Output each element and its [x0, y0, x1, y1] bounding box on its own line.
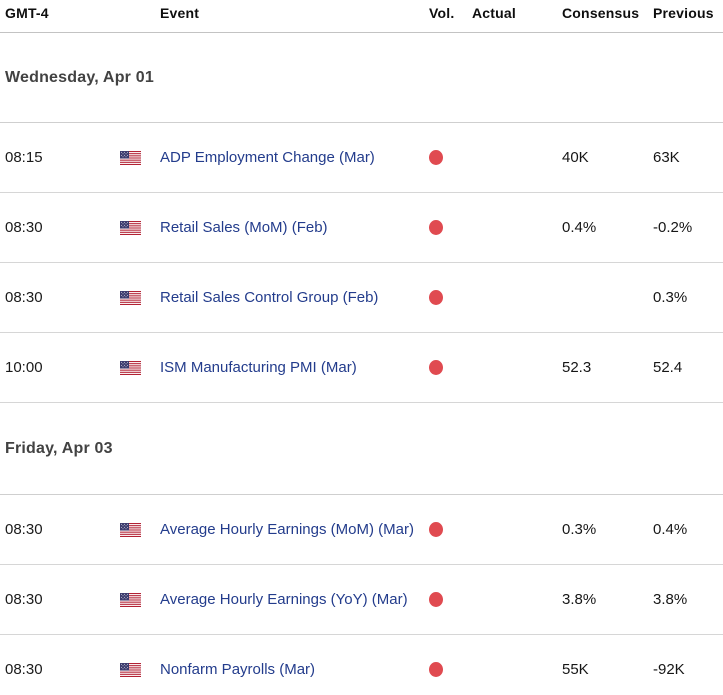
event-row: 08:30 Retail Sales (MoM) (Feb) [0, 193, 723, 263]
event-consensus: 40K [562, 149, 653, 166]
volatility-dot-icon [429, 522, 472, 537]
event-time: 08:30 [0, 521, 120, 538]
event-time: 08:30 [0, 591, 120, 608]
event-consensus: 0.4% [562, 219, 653, 236]
event-row: 08:15 ADP Employment Change (M [0, 123, 723, 193]
volatility-dot-icon [429, 290, 472, 305]
column-header-previous: Previous [653, 5, 723, 21]
event-previous: 3.8% [653, 591, 723, 608]
event-previous: 0.3% [653, 289, 723, 306]
event-row: 08:30 Average Hourly Earnings [0, 495, 723, 565]
us-flag-icon [120, 663, 160, 677]
event-row: 08:30 Nonfarm Payrolls (Mar) [0, 635, 723, 695]
us-flag-icon [120, 151, 160, 165]
volatility-dot-icon [429, 220, 472, 235]
event-previous: 52.4 [653, 359, 723, 376]
volatility-dot-icon [429, 150, 472, 165]
volatility-dot-icon [429, 592, 472, 607]
event-link[interactable]: Nonfarm Payrolls (Mar) [160, 661, 315, 678]
us-flag-icon [120, 291, 160, 305]
economic-calendar-table: GMT-4 Event Vol. Actual Consensus Previo… [0, 0, 723, 695]
event-time: 08:30 [0, 661, 120, 678]
event-link[interactable]: Average Hourly Earnings (MoM) (Mar) [160, 521, 414, 538]
column-header-vol: Vol. [429, 5, 472, 21]
event-previous: 0.4% [653, 521, 723, 538]
day-section-header: Friday, Apr 03 [0, 403, 723, 495]
event-link[interactable]: Retail Sales (MoM) (Feb) [160, 219, 328, 236]
event-consensus: 3.8% [562, 591, 653, 608]
event-link[interactable]: Retail Sales Control Group (Feb) [160, 289, 378, 306]
event-link[interactable]: Average Hourly Earnings (YoY) (Mar) [160, 591, 408, 608]
us-flag-icon [120, 523, 160, 537]
day-section-header: Wednesday, Apr 01 [0, 33, 723, 123]
event-row: 10:00 ISM Manufacturing PMI (M [0, 333, 723, 403]
event-row: 08:30 Average Hourly Earnings [0, 565, 723, 635]
us-flag-icon [120, 221, 160, 235]
event-time: 08:15 [0, 149, 120, 166]
column-header-event: Event [160, 5, 429, 21]
event-link[interactable]: ISM Manufacturing PMI (Mar) [160, 359, 357, 376]
volatility-dot-icon [429, 360, 472, 375]
event-link[interactable]: ADP Employment Change (Mar) [160, 149, 375, 166]
day-section-label: Friday, Apr 03 [5, 440, 113, 458]
column-header-consensus: Consensus [562, 5, 653, 21]
us-flag-icon [120, 593, 160, 607]
event-time: 08:30 [0, 289, 120, 306]
column-header-actual: Actual [472, 5, 562, 21]
day-section-label: Wednesday, Apr 01 [5, 69, 154, 87]
us-flag-icon [120, 361, 160, 375]
event-previous: 63K [653, 149, 723, 166]
event-row: 08:30 Retail Sales Control Gro [0, 263, 723, 333]
event-previous: -0.2% [653, 219, 723, 236]
event-consensus: 52.3 [562, 359, 653, 376]
event-time: 10:00 [0, 359, 120, 376]
event-consensus: 0.3% [562, 521, 653, 538]
calendar-header-row: GMT-4 Event Vol. Actual Consensus Previo… [0, 0, 723, 33]
event-time: 08:30 [0, 219, 120, 236]
event-previous: -92K [653, 661, 723, 678]
event-consensus: 55K [562, 661, 653, 678]
volatility-dot-icon [429, 662, 472, 677]
column-header-gmt: GMT-4 [0, 5, 120, 21]
